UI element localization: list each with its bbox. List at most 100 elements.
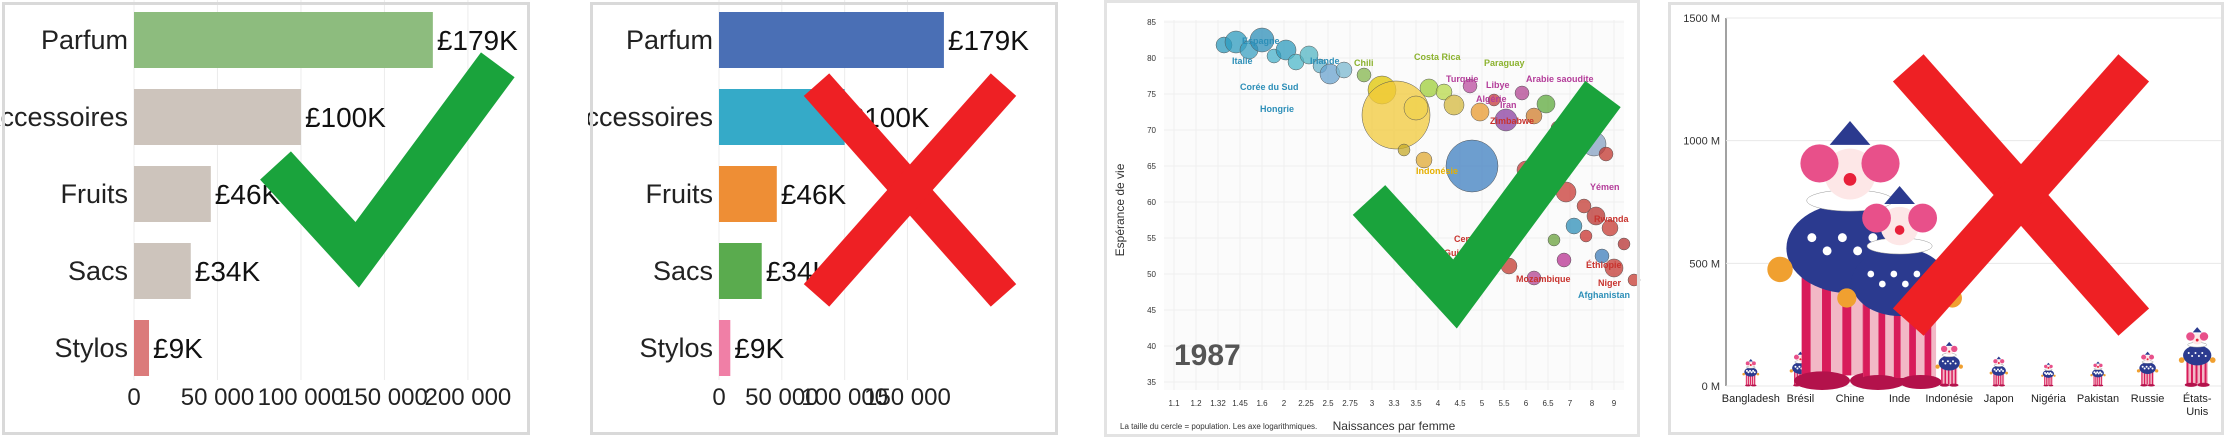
clown-hand [2053, 374, 2056, 377]
cross-stroke [1892, 54, 2150, 336]
clown-shoe [2140, 384, 2148, 387]
x-tick-label: 3 [1370, 399, 1375, 408]
clown-hand [1837, 288, 1857, 308]
bubble [1556, 252, 1572, 268]
clown-hair [1908, 203, 1938, 233]
clown-hand [2041, 374, 2044, 377]
clown-hand [2103, 374, 2106, 377]
clown-shoe [1794, 371, 1850, 390]
clown-hand [2005, 371, 2008, 375]
country-label: Turquie [1446, 74, 1478, 84]
clown-dot [2147, 367, 2150, 370]
country-label: Arabie saoudite [1526, 74, 1594, 84]
y-tick-label: 50 [1147, 270, 1156, 279]
clown-hand [2136, 369, 2141, 373]
clown-dot [1868, 233, 1878, 243]
clown-stripe [2051, 376, 2053, 386]
clown-hand [1958, 364, 1963, 369]
bar [719, 166, 777, 222]
clown-dot [1946, 360, 1949, 363]
bubble [1579, 229, 1593, 243]
clown-shoe [2048, 384, 2054, 387]
clown-hand [1789, 369, 1793, 373]
country-label: Mozambique [1516, 274, 1571, 284]
bar [134, 320, 150, 376]
x-tick-label: Russie [2131, 393, 2165, 405]
clown-hair [1745, 361, 1750, 366]
category-label: Accessoires [0, 102, 128, 132]
chart-panel-4: 0 M 500 M 1000 M 1500 M Bangladesh Brésil Chin… [1666, 0, 2228, 437]
bubble [1536, 94, 1556, 114]
clown-stripe [1801, 274, 1811, 376]
clown-shoe [1949, 383, 1959, 387]
clown-stripe [2204, 361, 2207, 384]
x-tick-label: États- [2183, 392, 2212, 405]
clown-stripe [1947, 367, 1950, 385]
clown-shoe [2184, 382, 2198, 387]
y-tick-label: 35 [1147, 378, 1156, 387]
clown-dot [2191, 354, 2194, 357]
x-tick-label: Indonésie [1925, 393, 1973, 405]
clown-nose [1843, 172, 1857, 186]
clown-stripe [1954, 367, 1957, 385]
x-tick-label: 1.1 [1168, 399, 1180, 408]
clown-shoe [2043, 384, 2049, 387]
clown-dot [2002, 369, 2005, 372]
clown-stripe [1993, 373, 1995, 385]
data-label: £9K [734, 333, 784, 364]
clown-hand [1989, 371, 1993, 375]
clown-dot [2048, 373, 2051, 376]
clown-dot [1944, 362, 1947, 365]
clown-stripe [1878, 302, 1886, 379]
bubble [1617, 237, 1631, 251]
x-tick-label: Inde [1889, 393, 1910, 405]
x-axis-label: Naissances par femme [1333, 419, 1456, 433]
bar [719, 243, 762, 299]
category-label: Fruits [646, 179, 714, 209]
country-label: Algérie [1476, 94, 1507, 104]
clown-dot [2044, 371, 2047, 374]
cross-mark-icon [1892, 54, 2150, 336]
clown-dot [1913, 270, 1921, 278]
clown-shoe [1745, 384, 1751, 387]
bubble [1586, 206, 1606, 226]
y-tick-label: 65 [1147, 162, 1156, 171]
country-label: Indonésie [1416, 166, 1458, 176]
clown-stripe [1745, 374, 1747, 385]
x-tick-label: 4.5 [1454, 399, 1466, 408]
country-label: Espagne [1242, 36, 1280, 46]
clown-dot [1747, 371, 1750, 374]
clown-dot [1901, 280, 1909, 288]
x-tick-label: 7 [1568, 399, 1573, 408]
clown-dot [1753, 371, 1756, 374]
category-label: Stylos [639, 333, 713, 363]
y-tick-label: 70 [1147, 126, 1156, 135]
bubble [1470, 102, 1490, 122]
bubble [1249, 27, 1275, 53]
clown-nose [1997, 362, 2000, 365]
country-label: Italie [1232, 56, 1253, 66]
x-tick-label: 6 [1524, 399, 1529, 408]
clown-dot [2096, 371, 2099, 374]
x-tick-label: 2.25 [1298, 399, 1314, 408]
bubble [1445, 139, 1499, 193]
category-label: Accessoires [588, 102, 713, 132]
clown-hand [1742, 372, 1745, 376]
clown-shoe [1899, 375, 1942, 389]
bar [134, 12, 433, 68]
clown-hat [2144, 351, 2151, 355]
bubble [1299, 45, 1319, 65]
clown-dot [1750, 371, 1753, 374]
clown-shoe [2197, 382, 2210, 387]
country-label: Afghanistan [1578, 290, 1630, 300]
bubble [1576, 198, 1592, 214]
clown-dot [2143, 367, 2146, 370]
clown-dot [1837, 233, 1847, 243]
x-tick-label: 5 [1480, 399, 1485, 408]
clown-hand [2090, 374, 2093, 377]
clown-dot [1745, 369, 1748, 372]
clown-shoe [2092, 384, 2098, 387]
